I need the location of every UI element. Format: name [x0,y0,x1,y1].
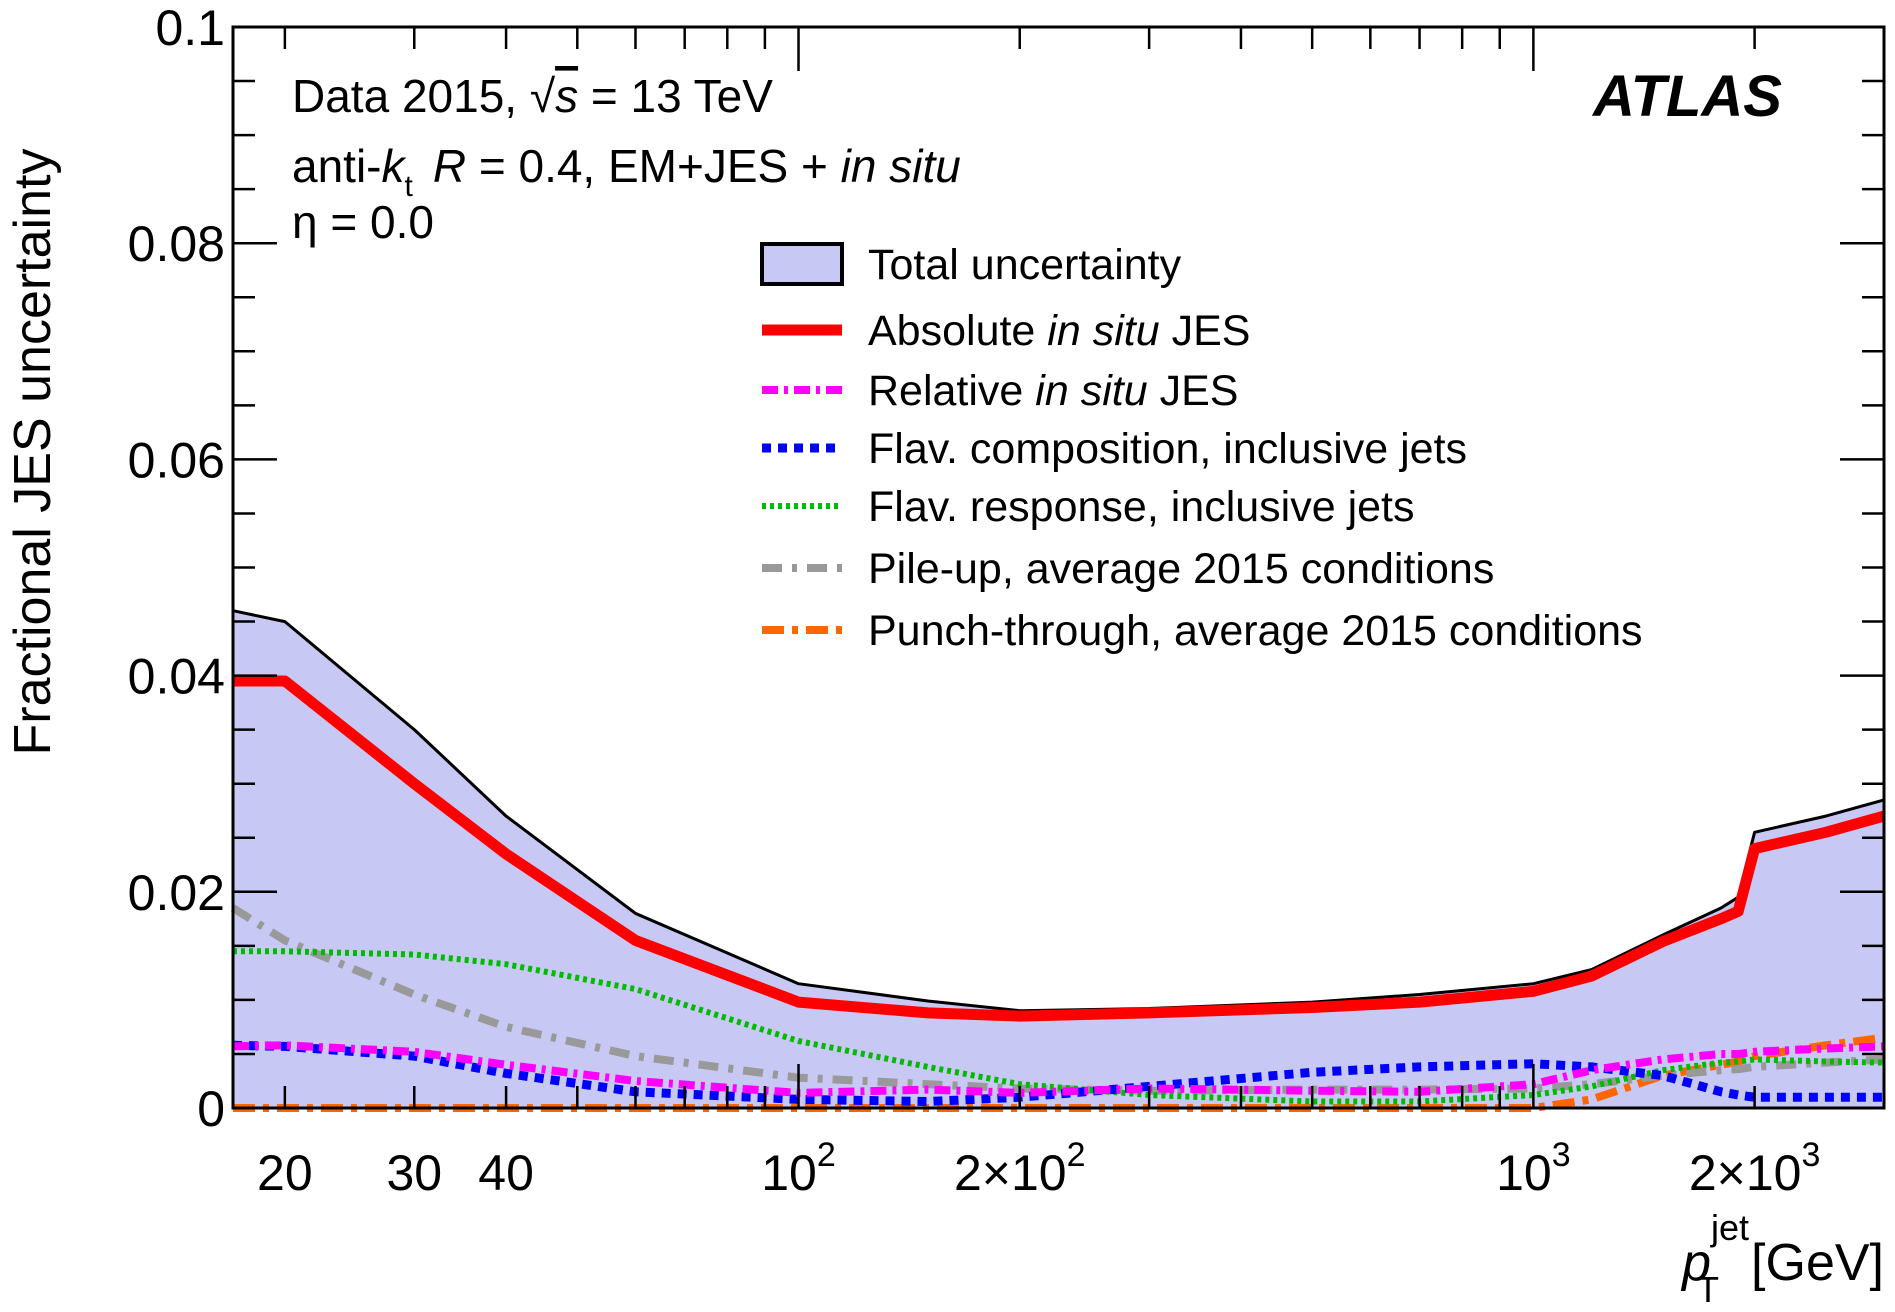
y-tick-label: 0 [197,1081,225,1137]
legend-swatch-total [760,242,844,286]
annotation-insitu: in situ [841,140,961,192]
legend-item-2: Relative in situ JES [762,367,1238,415]
x-axis-sub: T [1697,1269,1719,1310]
y-axis-title: Fractional JES uncertainty [4,149,62,756]
legend-label-4: Flav. response, inclusive jets [868,483,1415,531]
legend-label-2: Relative in situ JES [868,367,1238,415]
y-tick-label: 0.08 [128,216,225,272]
total-uncertainty-band [233,610,1884,1108]
x-tick-label: 30 [386,1145,442,1201]
x-axis-sup: jet [1710,1207,1749,1248]
annotation-s: s [555,70,578,122]
annotation-sqrt: √ [530,70,556,122]
annotation-energy: = 13 TeV [591,70,773,122]
legend-item-5: Pile-up, average 2015 conditions [762,545,1494,593]
x-tick-label: 103 [1496,1136,1571,1201]
x-tick-label: 2×102 [954,1136,1086,1201]
y-tick-label: 0.02 [128,865,225,921]
x-tick-label: 40 [478,1145,534,1201]
legend-label-0: Total uncertainty [868,241,1182,289]
series-line-4 [233,948,1885,1105]
annotation-radius: = 0.4, EM+JES + [479,140,828,192]
x-axis-unit: [GeV] [1751,1234,1884,1292]
legend-label-6: Punch-through, average 2015 conditions [868,607,1643,655]
annotation-eta-line: η = 0.0 [292,196,434,248]
legend-label-5: Pile-up, average 2015 conditions [868,545,1494,593]
annotation-R: R [433,140,466,192]
annotation-k: k [381,140,406,192]
atlas-label: ATLAS [1591,64,1782,129]
x-axis-var: p [1680,1234,1711,1292]
axis-ticks [233,25,1886,1110]
x-tick-label: 102 [761,1136,836,1201]
legend-item-4: Flav. response, inclusive jets [762,483,1415,531]
axis-labels: 0 0.02 0.04 0.06 0.08 0.1 20 30 40 102 2×102 103 2×1… [128,0,1821,1201]
legend-label-1: Absolute in situ JES [868,307,1250,355]
legend-item-1: Absolute in situ JES [762,307,1250,355]
legend-label-3: Flav. composition, inclusive jets [868,425,1467,473]
legend-item-6: Punch-through, average 2015 conditions [762,607,1643,655]
series-line-3 [232,1040,1884,1106]
y-tick-label: 0.04 [128,649,225,705]
x-tick-label: 20 [257,1145,313,1201]
annotation-ksub: t [404,170,413,203]
annotation-data-line: Data 2015, √s = 13 TeV [292,70,773,122]
series-line-5 [230,904,1885,1095]
annotation-anti: anti- [292,140,381,192]
legend: Total uncertainty Absolute in situ JES Rel… [760,241,1643,655]
y-tick-label: 0.06 [128,432,225,488]
series-line-1 [233,675,1886,1022]
annotation-algo-line: anti-kt R = 0.4, EM+JES + in situ [292,140,961,203]
x-tick-label: 2×103 [1689,1136,1821,1201]
x-axis-title: pjet T [GeV] [1680,1207,1884,1310]
y-tick-label: 0.1 [155,0,225,56]
series-group [230,609,1886,1112]
legend-item-0: Total uncertainty [760,241,1182,289]
annotation-data-pre: Data 2015, [292,70,517,122]
legend-item-3: Flav. composition, inclusive jets [762,425,1467,473]
